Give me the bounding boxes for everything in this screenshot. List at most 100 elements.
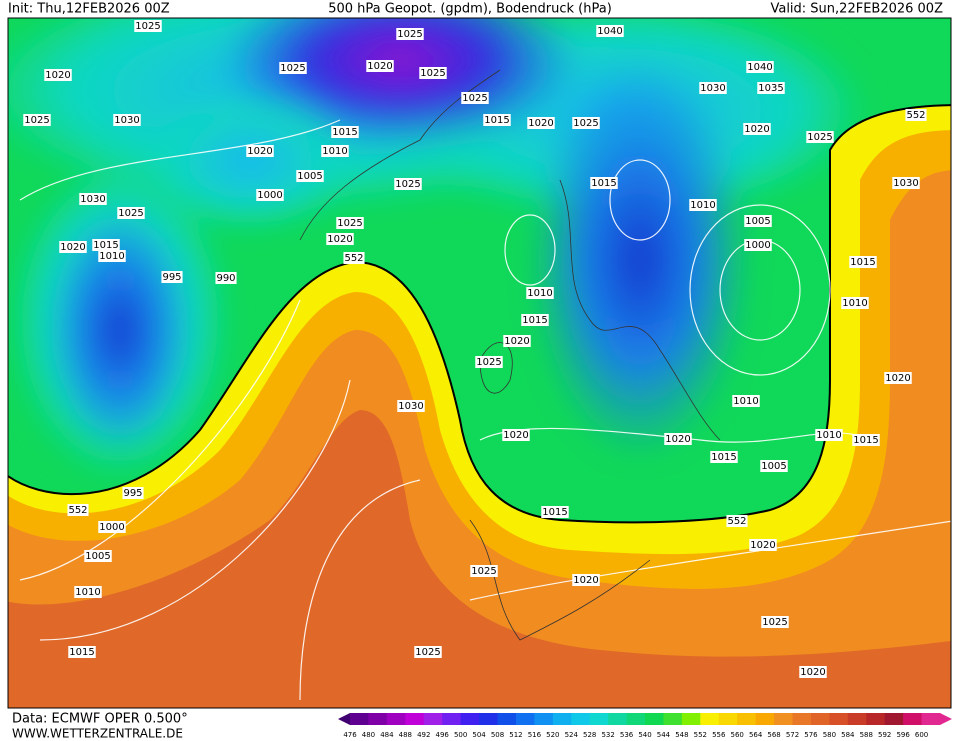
isobar-label-bg — [67, 504, 89, 516]
colorbar-swatch — [626, 713, 646, 725]
colorbar-swatch — [608, 713, 628, 725]
isobar-label-bg — [726, 515, 748, 527]
isobar-label: 1010 — [322, 146, 347, 157]
colorbar: 476 480 484 488 492 496 500 504 508 512 516 520 524 5… — [338, 713, 952, 739]
isobar-label: 1015 — [69, 647, 94, 658]
isobar-label: 1025 — [337, 218, 362, 229]
isobar-label-bg — [470, 565, 498, 577]
colorbar-arrow-high — [940, 713, 952, 725]
isobar-label: 1040 — [747, 62, 772, 73]
isobar-label-bg — [806, 131, 834, 143]
isobar-label-bg — [397, 400, 425, 412]
isobar-label: 1030 — [700, 83, 725, 94]
colorbar-label: 504 — [472, 731, 486, 739]
colorbar-swatch — [515, 713, 535, 725]
colorbar-swatch — [718, 713, 738, 725]
colorbar-label: 500 — [454, 731, 467, 739]
isobar-label-bg — [296, 170, 324, 182]
isobar-label: 1015 — [522, 315, 547, 326]
isobar-label: 1020 — [327, 234, 352, 245]
isobar-label-bg — [366, 60, 394, 72]
isobar-label: 1000 — [257, 190, 282, 201]
colorbar-label: 572 — [786, 731, 799, 739]
isobar-label-bg — [331, 126, 359, 138]
isobar-label: 1005 — [761, 461, 786, 472]
colorbar-label: 480 — [362, 731, 375, 739]
colorbar-swatch — [645, 713, 664, 725]
isobar-label-bg — [134, 20, 162, 32]
colorbar-swatch — [700, 713, 720, 725]
isobar-label-bg — [572, 574, 600, 586]
isobar-label-bg — [475, 356, 503, 368]
isobar-label: 1025 — [462, 93, 487, 104]
isobar-label-bg — [732, 395, 760, 407]
isobar-label-bg — [161, 271, 183, 283]
colorbar-swatch — [921, 713, 941, 725]
colorbar-label: 592 — [878, 731, 891, 739]
isobar-label: 990 — [216, 273, 235, 284]
isobar-label: 1010 — [527, 288, 552, 299]
isobar-label-bg — [74, 586, 102, 598]
isobar-label-bg — [689, 199, 717, 211]
isobar-label-bg — [743, 123, 771, 135]
isobar-label-bg — [279, 62, 307, 74]
colorbar-swatch — [534, 713, 554, 725]
colorbar-swatch — [810, 713, 830, 725]
isobar-label: 1005 — [745, 216, 770, 227]
colorbar-label: 588 — [860, 731, 873, 739]
colorbar-label: 484 — [380, 731, 394, 739]
isobar-label: 1015 — [850, 257, 875, 268]
isobar-label: 1025 — [415, 647, 440, 658]
isobar-label: 552 — [906, 110, 925, 121]
map-title: 500 hPa Geopot. (gpdm), Bodendruck (hPa) — [328, 2, 612, 17]
colorbar-label: 476 — [343, 731, 357, 739]
colorbar-swatch — [368, 713, 388, 725]
isobar-label: 1025 — [573, 118, 598, 129]
isobar-label: 1015 — [93, 240, 118, 251]
colorbar-label: 488 — [399, 731, 412, 739]
colorbar-label: 596 — [896, 731, 910, 739]
isobar-label-bg — [215, 272, 237, 284]
isobar-label-bg — [892, 177, 920, 189]
init-time: Init: Thu,12FEB2026 00Z — [8, 2, 170, 17]
isobar-label-bg — [815, 429, 843, 441]
isobar-label: 1015 — [853, 435, 878, 446]
isobar-label: 552 — [727, 516, 746, 527]
colorbar-label: 492 — [417, 731, 430, 739]
isobar-label: 1025 — [280, 63, 305, 74]
isobar-label: 1020 — [503, 430, 528, 441]
isobar-label: 1025 — [395, 179, 420, 190]
isobar-label-bg — [884, 372, 912, 384]
colorbar-label: 532 — [601, 731, 614, 739]
colorbar-label: 540 — [638, 731, 651, 739]
isobar-label: 1020 — [247, 146, 272, 157]
colorbar-label: 576 — [804, 731, 818, 739]
colorbar-label: 584 — [841, 731, 855, 739]
isobar-label-bg — [483, 114, 511, 126]
isobar-label-bg — [98, 250, 126, 262]
isobar-label: 1025 — [762, 617, 787, 628]
isobar-label-bg — [394, 178, 422, 190]
isobar-label: 1015 — [591, 178, 616, 189]
isobar-label: 1000 — [745, 240, 770, 251]
colorbar-label: 564 — [749, 731, 763, 739]
colorbar-swatch — [737, 713, 757, 725]
isobar-label: 1020 — [885, 373, 910, 384]
colorbar-swatch — [903, 713, 923, 725]
isobar-label: 1020 — [750, 540, 775, 551]
isobar-label-bg — [321, 145, 349, 157]
isobar-label-bg — [503, 335, 531, 347]
isobar-label: 1025 — [24, 115, 49, 126]
isobar-label: 1035 — [758, 83, 783, 94]
data-source: Data: ECMWF OPER 0.500° — [12, 712, 188, 727]
isobar-label-bg — [664, 433, 692, 445]
isobar-label-bg — [761, 616, 789, 628]
isobar-label-bg — [744, 239, 772, 251]
isobar-label-bg — [905, 109, 927, 121]
colorbar-label: 536 — [620, 731, 634, 739]
isobar-label: 1010 — [733, 396, 758, 407]
isobar-label: 1030 — [114, 115, 139, 126]
isobar-label: 1030 — [80, 194, 105, 205]
isobar-label-bg — [799, 666, 827, 678]
